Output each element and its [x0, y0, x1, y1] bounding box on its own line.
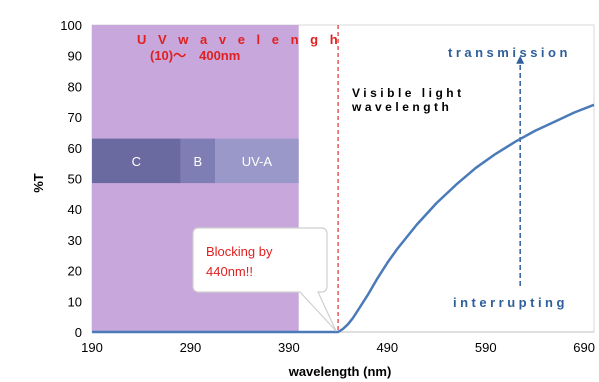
x-axis-title: wavelength (nm) [288, 364, 392, 379]
y-tick-label: 20 [68, 264, 82, 279]
y-tick-label: 60 [68, 141, 82, 156]
uv-band-label: UV-A [242, 154, 273, 169]
y-tick-label: 90 [68, 49, 82, 64]
x-tick-label: 290 [180, 340, 202, 355]
y-tick-label: 80 [68, 79, 82, 94]
y-tick-label: 40 [68, 202, 82, 217]
interrupting-label: interrupting [453, 295, 568, 310]
uv-band-label: B [193, 154, 202, 169]
y-axis-title: %T [31, 173, 46, 193]
uv-bands: C B UV-A [92, 139, 299, 184]
uv-range-label: (10)～ 400nm [150, 48, 240, 63]
callout-line1: Blocking by [206, 244, 273, 259]
x-tick-label: 690 [573, 340, 595, 355]
callout-line2: 440nm!! [206, 264, 253, 279]
y-tick-label: 10 [68, 294, 82, 309]
x-tick-label: 390 [278, 340, 300, 355]
x-tick-label: 190 [81, 340, 103, 355]
x-tick-label: 590 [475, 340, 497, 355]
y-tick-label: 70 [68, 110, 82, 125]
y-tick-label: 100 [60, 18, 82, 33]
transmission-label: transmission [448, 45, 571, 60]
y-tick-label: 0 [75, 325, 82, 340]
x-tick-label: 490 [376, 340, 398, 355]
y-tick-label: 50 [68, 172, 82, 187]
y-tick-label: 30 [68, 233, 82, 248]
uv-band-label: C [132, 154, 141, 169]
visible-light-label-line1: Visible light [352, 86, 465, 100]
uv-title: U V w a v e l e n g h [137, 32, 342, 47]
visible-light-label-line2: wavelength [351, 100, 452, 114]
